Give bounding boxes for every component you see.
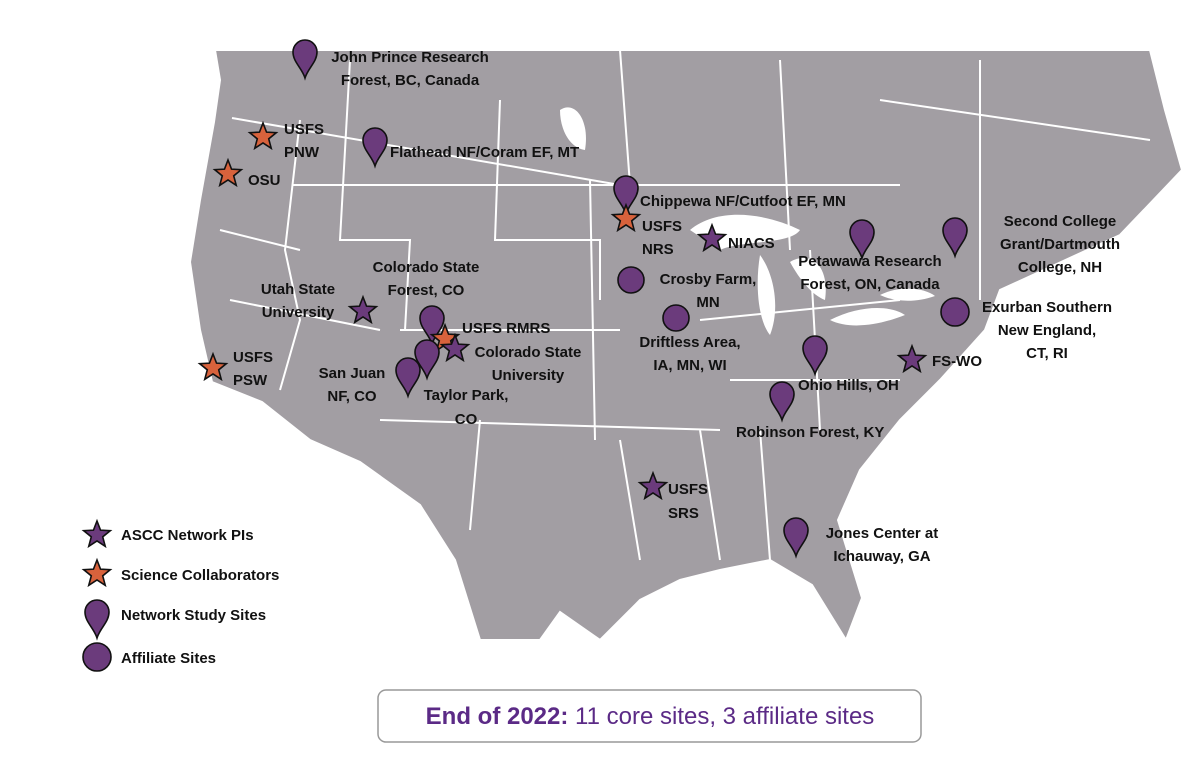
affiliate-site (940, 297, 970, 327)
site-label: Utah State (261, 281, 335, 298)
legend-star-purple (82, 520, 112, 548)
site-label: MN (696, 294, 719, 311)
site-label: Colorado State (475, 344, 582, 361)
great-lakes (560, 107, 935, 335)
site-label: Jones Center at (826, 525, 939, 542)
site-label: USFS (284, 121, 324, 138)
site-label: College, NH (1018, 259, 1102, 276)
affiliate-site (662, 304, 690, 332)
site-label: Grant/Dartmouth (1000, 236, 1120, 253)
site-label: CT, RI (1026, 345, 1068, 362)
site-label: NIACS (728, 235, 775, 252)
site-markers (198, 39, 970, 557)
site-label: Forest, CO (388, 282, 465, 299)
site-label: Chippewa NF/Cutfoot EF, MN (640, 193, 846, 210)
site-label: Driftless Area, (639, 334, 740, 351)
site-label: Ohio Hills, OH (798, 377, 899, 394)
site-label: New England, (998, 322, 1096, 339)
site-label: Taylor Park, (424, 387, 509, 404)
site-label: SRS (668, 505, 699, 522)
landmass (188, 49, 1184, 643)
legend: ASCC Network PIs Science Collaborators N… (82, 520, 279, 672)
legend-pin (84, 599, 110, 639)
site-label: Forest, ON, Canada (800, 276, 940, 293)
site-label: John Prince Research (331, 49, 489, 66)
site-label: Colorado State (373, 259, 480, 276)
site-label: USFS RMRS (462, 320, 550, 337)
site-label: USFS (668, 481, 708, 498)
site-label: Petawawa Research (798, 253, 941, 270)
footer-lead: End of 2022: (426, 703, 569, 730)
site-label: Second College (1004, 213, 1117, 230)
footer-text: End of 2022: 11 core sites, 3 affiliate … (426, 703, 875, 730)
site-label: PSW (233, 372, 268, 389)
footer: End of 2022: 11 core sites, 3 affiliate … (377, 689, 922, 743)
site-label: FS-WO (932, 353, 982, 370)
footer-box (377, 689, 922, 743)
affiliate-site (617, 266, 645, 294)
site-label: PNW (284, 144, 320, 161)
site-label: NRS (642, 241, 674, 258)
site-label: USFS (233, 349, 273, 366)
site-label: Crosby Farm, (660, 271, 757, 288)
site-label: NF, CO (327, 388, 377, 405)
site-label: San Juan (319, 365, 386, 382)
site-label: University (262, 304, 335, 321)
legend-star-orange (82, 559, 112, 587)
site-label: Flathead NF/Coram EF, MT (390, 144, 579, 161)
legend-label: Science Collaborators (121, 567, 279, 584)
footer-summary: 11 core sites, 3 affiliate sites (575, 703, 874, 730)
site-label: Robinson Forest, KY (736, 424, 884, 441)
site-label: University (492, 367, 565, 384)
legend-circle (82, 642, 112, 672)
site-labels: John Prince Research Forest, BC, Canada … (233, 49, 1120, 565)
legend-label: Network Study Sites (121, 607, 266, 624)
site-label: USFS (642, 218, 682, 235)
site-label: IA, MN, WI (653, 357, 726, 374)
site-label: Forest, BC, Canada (341, 72, 480, 89)
site-label: CO (455, 411, 478, 428)
site-label: Exurban Southern (982, 299, 1112, 316)
site-label: OSU (248, 172, 281, 189)
legend-label: ASCC Network PIs (121, 527, 254, 544)
legend-label: Affiliate Sites (121, 650, 216, 667)
site-label: Ichauway, GA (833, 548, 930, 565)
